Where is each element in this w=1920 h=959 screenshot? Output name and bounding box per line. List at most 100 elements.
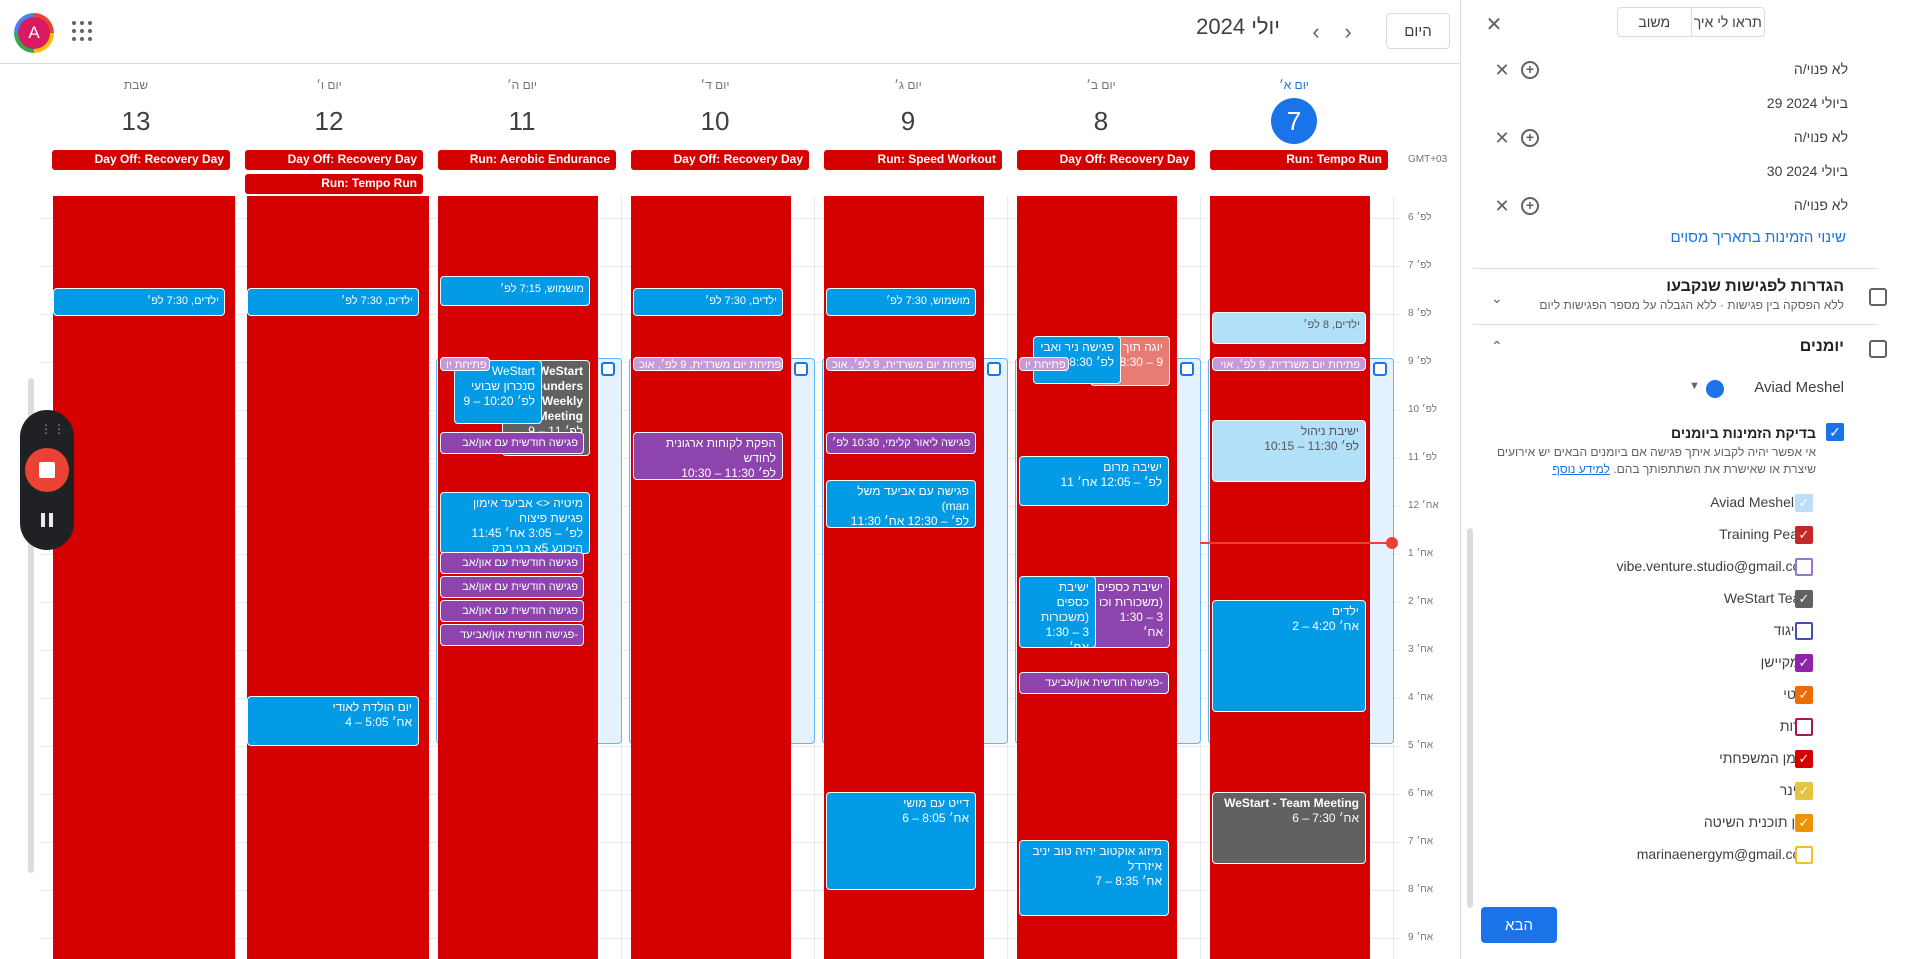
allday-event[interactable]: Day Off: Recovery Day	[52, 150, 230, 170]
booking-icon[interactable]	[794, 362, 808, 376]
calendar-event[interactable]: הפקת לקוחות ארגונית לחודש 10:30 – 11:30 ל…	[633, 432, 783, 480]
calendar-row[interactable]: WeStart Team	[1724, 590, 1812, 606]
next-button[interactable]: הבא	[1481, 907, 1557, 943]
calendar-checkbox[interactable]: ✓	[1795, 782, 1813, 800]
calendar-event[interactable]: ישיבת כספים (משכורות וכו 1:30 – 3 אח׳	[1090, 576, 1170, 648]
learn-more-link[interactable]: למידע נוסף	[1552, 462, 1610, 476]
day-number[interactable]: 12	[314, 106, 344, 136]
allday-event[interactable]: Run: Aerobic Endurance	[438, 150, 616, 170]
calendar-event[interactable]: ישיבה מרום 11 לפ׳ – 12:05 אח׳	[1019, 456, 1169, 506]
calendar-checkbox[interactable]: ✓	[1795, 494, 1813, 512]
allday-event[interactable]: Day Off: Recovery Day	[1017, 150, 1195, 170]
allday-event[interactable]: Run: Tempo Run	[1210, 150, 1388, 170]
remove-icon[interactable]: ✕	[1494, 128, 1510, 148]
calendar-event[interactable]: ילדים, 7:30 לפ׳	[633, 288, 783, 316]
calendar-event[interactable]: ישיבת כספים (משכורות 1:30 – 3 אח׳	[1019, 576, 1096, 648]
calendar-event[interactable]: פתיחת יום משרדית, 9 לפ׳, אוי	[1212, 357, 1366, 371]
day-header-9[interactable]: יום ג׳ 9	[818, 78, 998, 144]
booking-icon[interactable]	[601, 362, 615, 376]
booking-icon[interactable]	[1373, 362, 1387, 376]
calendar-event[interactable]: פגישה חודשית און/אביעד-	[1019, 672, 1169, 694]
day-number[interactable]: 10	[700, 106, 730, 136]
calendar-event[interactable]: WeStart סנכרון שבועי 9 – 10:20 לפ׳	[454, 360, 542, 424]
training-block[interactable]	[247, 196, 429, 959]
calendars-title[interactable]: יומנים	[1799, 338, 1844, 355]
calendar-event[interactable]: ילדים, 7:30 לפ׳	[53, 288, 225, 316]
remove-icon[interactable]: ✕	[1494, 196, 1510, 216]
add-icon[interactable]: +	[1521, 61, 1539, 79]
tab-feedback[interactable]: משוב	[1638, 14, 1671, 30]
calendar-event[interactable]: פתיחת יום משרדית, 9 לפ׳, אוכ	[826, 357, 976, 371]
chevron-down-icon[interactable]: ⌄	[1491, 290, 1503, 306]
training-block[interactable]	[53, 196, 235, 959]
day-number[interactable]: 13	[121, 106, 151, 136]
calendar-checkbox[interactable]	[1795, 622, 1813, 640]
caret-down-icon[interactable]: ▼	[1689, 380, 1700, 392]
calendar-event[interactable]: מושמוש, 7:15 לפ׳	[440, 276, 590, 306]
day-header-10[interactable]: יום ד׳ 10	[625, 78, 805, 144]
calendar-event[interactable]: פגישה חודשית עם און/אב	[440, 552, 584, 574]
calendar-row[interactable]: vibe.venture.studio@gmail.com	[1616, 558, 1812, 574]
calendar-event[interactable]: פגישה חודשית עם און/אב	[440, 576, 584, 598]
close-icon[interactable]: ✕	[1485, 14, 1503, 36]
calendar-event[interactable]: ישיבת ניהול 10:15 – 11:30 לפ׳	[1212, 420, 1366, 482]
day-header-12[interactable]: יום ו׳ 12	[239, 78, 419, 144]
calendar-checkbox[interactable]	[1795, 846, 1813, 864]
apps-grid-icon[interactable]	[70, 19, 94, 43]
change-availability-link[interactable]: שינוי הזמינות בתאריך מסוים	[1670, 229, 1846, 246]
calendar-event[interactable]: ילדים, 7:30 לפ׳	[247, 288, 419, 316]
calendar-event[interactable]: מיטיה <> אביעד אימון פגישת פיצוח 11:45 לפ…	[440, 492, 590, 554]
allday-event[interactable]: Day Off: Recovery Day	[631, 150, 809, 170]
calendar-checkbox[interactable]: ✓	[1795, 526, 1813, 544]
calendar-checkbox[interactable]	[1795, 558, 1813, 576]
calendar-checkbox[interactable]	[1795, 718, 1813, 736]
next-week-button[interactable]: ‹	[1312, 19, 1320, 44]
calendar-row[interactable]: marinaenergym@gmail.com	[1637, 846, 1812, 862]
chevron-up-icon[interactable]: ⌃	[1491, 338, 1503, 354]
calendar-row[interactable]: היומן המשפחתי	[1719, 750, 1812, 766]
add-icon[interactable]: +	[1521, 197, 1539, 215]
account-color-dot[interactable]	[1706, 380, 1724, 398]
booking-icon[interactable]	[1180, 362, 1194, 376]
date-label[interactable]: 30 ביולי 2024	[1766, 163, 1848, 179]
calendar-event[interactable]: יום הולדת לאודי 4 – 5:05 אח׳	[247, 696, 419, 746]
calendar-event[interactable]: פתיחת יו	[440, 357, 490, 371]
day-header-8[interactable]: יום ב׳ 8	[1011, 78, 1191, 144]
calendar-event[interactable]: פתיחת יום משרדית, 9 לפ׳, אוכ	[633, 357, 783, 371]
calendar-event[interactable]: פגישה חודשית עם און/אב	[440, 432, 584, 454]
calendar-checkbox[interactable]: ✓	[1795, 814, 1813, 832]
day-number[interactable]: 9	[900, 106, 916, 136]
drag-handle-icon[interactable]: ⋮⋮	[40, 422, 66, 436]
remove-icon[interactable]: ✕	[1494, 60, 1510, 80]
calendar-row[interactable]: Training Peaks	[1719, 526, 1812, 542]
stop-record-button[interactable]	[25, 448, 69, 492]
calendar-checkbox[interactable]: ✓	[1795, 654, 1813, 672]
calendar-checkbox[interactable]: ✓	[1795, 686, 1813, 704]
left-scrollbar[interactable]	[28, 378, 34, 873]
allday-event[interactable]: Day Off: Recovery Day	[245, 150, 423, 170]
calendar-event[interactable]: WeStart - Team Meeting 6 – 7:30 אח׳	[1212, 792, 1366, 864]
booked-settings-title[interactable]: הגדרות לפגישות שנקבעו	[1666, 278, 1844, 295]
calendar-event[interactable]: פגישה ניר ואבי 8:30 לפ׳	[1033, 336, 1121, 384]
day-header-7[interactable]: יום א׳ 7	[1204, 78, 1384, 144]
today-button[interactable]: היום	[1386, 13, 1450, 49]
pause-button[interactable]	[39, 513, 55, 527]
check-availability-checkbox[interactable]: ✓	[1826, 423, 1844, 441]
allday-event[interactable]: Run: Tempo Run	[245, 174, 423, 194]
account-name[interactable]: Aviad Meshel	[1754, 379, 1844, 396]
date-label[interactable]: 29 ביולי 2024	[1766, 95, 1848, 111]
calendar-event[interactable]: מושמוש, 7:30 לפ׳	[826, 288, 976, 316]
calendar-event[interactable]: ילדים, 8 לפ׳	[1212, 312, 1366, 344]
calendar-event[interactable]: פגישה ליאור קלימי, 10:30 לפ׳	[826, 432, 976, 454]
add-icon[interactable]: +	[1521, 129, 1539, 147]
calendar-row[interactable]: יומן תוכנית השיטה	[1704, 814, 1812, 830]
calendar-event[interactable]: פגישה חודשית עם און/אב	[440, 600, 584, 622]
calendar-checkbox[interactable]: ✓	[1795, 750, 1813, 768]
prev-week-button[interactable]: ›	[1344, 19, 1352, 44]
tab-show-me-how[interactable]: תראו לי איך	[1690, 8, 1765, 36]
allday-event[interactable]: Run: Speed Workout	[824, 150, 1002, 170]
day-number[interactable]: 11	[508, 106, 536, 136]
day-header-13[interactable]: שבת 13	[46, 78, 226, 144]
calendar-event[interactable]: פגישה חודשית און/אביעד-	[440, 624, 584, 646]
calendar-event[interactable]: מיזוג אוקטוב יהיה טוב יניב איזרדל 7 – 8:3…	[1019, 840, 1169, 916]
